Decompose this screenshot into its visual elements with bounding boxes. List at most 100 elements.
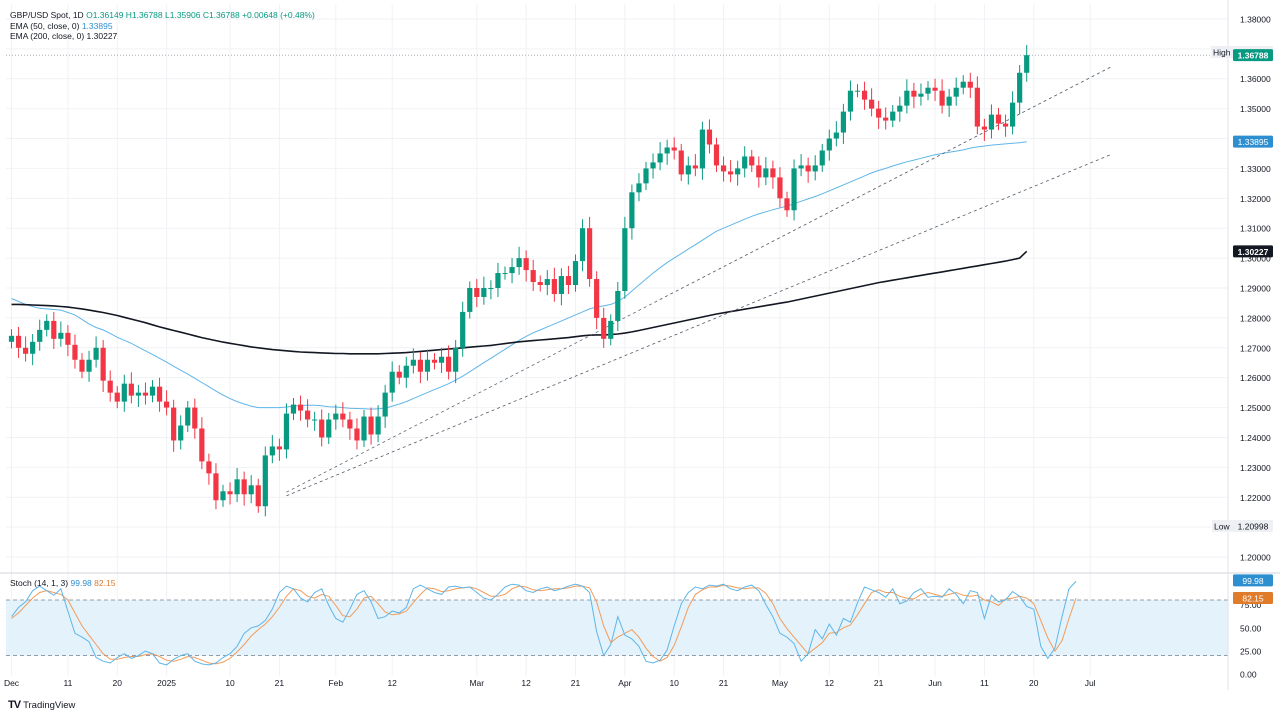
candle-body[interactable]	[382, 392, 388, 417]
candle-body[interactable]	[918, 93, 924, 97]
candle-body[interactable]	[389, 371, 395, 393]
candle-body[interactable]	[403, 365, 409, 378]
candle-body[interactable]	[579, 228, 586, 262]
candle-body[interactable]	[396, 371, 402, 378]
candle-body[interactable]	[770, 168, 776, 178]
candle-body[interactable]	[474, 288, 480, 297]
candle-body[interactable]	[735, 168, 741, 175]
candle-body[interactable]	[93, 347, 99, 360]
candle-body[interactable]	[340, 413, 346, 420]
candle-body[interactable]	[51, 320, 57, 339]
candle-body[interactable]	[319, 419, 325, 438]
candle-body[interactable]	[276, 446, 282, 450]
candle-body[interactable]	[819, 150, 825, 166]
candle-body[interactable]	[685, 165, 691, 175]
candle-body[interactable]	[798, 165, 804, 169]
candle-body[interactable]	[100, 347, 106, 381]
candle-body[interactable]	[213, 473, 219, 501]
candle-body[interactable]	[692, 165, 698, 169]
candle-body[interactable]	[164, 401, 170, 408]
candle-body[interactable]	[220, 491, 226, 501]
candle-body[interactable]	[523, 258, 529, 271]
candle-body[interactable]	[37, 329, 43, 342]
candle-body[interactable]	[706, 129, 713, 145]
candle-body[interactable]	[15, 335, 22, 348]
candle-body[interactable]	[495, 273, 501, 288]
candle-body[interactable]	[312, 419, 318, 421]
candle-body[interactable]	[643, 168, 649, 184]
candle-body[interactable]	[932, 87, 938, 91]
candle-body[interactable]	[601, 317, 607, 339]
candle-body[interactable]	[565, 276, 572, 286]
candle-body[interactable]	[847, 90, 854, 112]
candle-body[interactable]	[417, 359, 423, 372]
candle-body[interactable]	[869, 99, 875, 109]
candle-body[interactable]	[720, 165, 727, 172]
candle-body[interactable]	[326, 419, 332, 438]
candle-body[interactable]	[467, 288, 473, 312]
candle-body[interactable]	[784, 198, 790, 211]
candle-body[interactable]	[883, 117, 889, 121]
candle-body[interactable]	[58, 332, 64, 339]
candle-body[interactable]	[248, 485, 254, 495]
candle-body[interactable]	[86, 359, 92, 372]
candle-body[interactable]	[135, 392, 141, 396]
candle-body[interactable]	[488, 288, 494, 289]
candle-body[interactable]	[594, 279, 600, 318]
symbol-title[interactable]: GBP/USD Spot, 1D	[10, 10, 84, 20]
candle-body[interactable]	[107, 380, 113, 393]
candle-body[interactable]	[23, 347, 29, 354]
candle-body[interactable]	[544, 279, 550, 286]
candle-body[interactable]	[713, 144, 720, 166]
candle-body[interactable]	[636, 183, 642, 193]
candle-body[interactable]	[530, 270, 536, 283]
candle-body[interactable]	[622, 228, 628, 291]
candle-body[interactable]	[629, 192, 635, 229]
candle-body[interactable]	[967, 81, 973, 88]
candle-body[interactable]	[805, 165, 811, 172]
candle-body[interactable]	[192, 407, 198, 429]
candle-body[interactable]	[551, 279, 557, 294]
candle-body[interactable]	[615, 290, 621, 321]
ema200-label[interactable]: EMA (200, close, 0)	[10, 31, 85, 41]
candle-body[interactable]	[728, 171, 734, 175]
candle-body[interactable]	[516, 258, 522, 268]
candle-body[interactable]	[840, 111, 846, 133]
candle-body[interactable]	[953, 87, 959, 97]
candle-body[interactable]	[833, 132, 839, 139]
candle-body[interactable]	[678, 150, 684, 175]
candle-body[interactable]	[1024, 55, 1030, 73]
candle-body[interactable]	[925, 87, 931, 94]
candle-body[interactable]	[149, 386, 156, 396]
candle-body[interactable]	[241, 479, 247, 495]
candles[interactable]	[8, 45, 1030, 517]
ema50-label[interactable]: EMA (50, close, 0)	[10, 20, 80, 31]
candle-body[interactable]	[185, 407, 191, 426]
candle-body[interactable]	[199, 428, 205, 462]
candle-body[interactable]	[30, 341, 36, 354]
candle-body[interactable]	[347, 419, 353, 429]
candle-body[interactable]	[262, 455, 268, 507]
candle-body[interactable]	[995, 114, 1002, 124]
candle-body[interactable]	[453, 347, 459, 372]
candle-body[interactable]	[756, 165, 762, 178]
candle-body[interactable]	[142, 392, 149, 396]
candle-body[interactable]	[305, 410, 311, 420]
candle-body[interactable]	[791, 168, 797, 211]
candle-body[interactable]	[657, 153, 663, 163]
tradingview-logo[interactable]: TV TradingView	[8, 699, 75, 711]
candle-body[interactable]	[699, 129, 705, 169]
candle-body[interactable]	[206, 461, 212, 474]
candle-body[interactable]	[664, 147, 670, 154]
candle-body[interactable]	[234, 479, 240, 495]
candle-body[interactable]	[904, 90, 910, 106]
candle-body[interactable]	[128, 383, 134, 396]
candle-body[interactable]	[537, 282, 543, 286]
candle-body[interactable]	[156, 386, 163, 402]
candle-body[interactable]	[854, 90, 861, 92]
candle-body[interactable]	[587, 228, 593, 280]
candle-body[interactable]	[121, 383, 127, 402]
candle-body[interactable]	[1010, 102, 1016, 127]
candle-body[interactable]	[749, 156, 755, 166]
candle-body[interactable]	[650, 162, 656, 169]
